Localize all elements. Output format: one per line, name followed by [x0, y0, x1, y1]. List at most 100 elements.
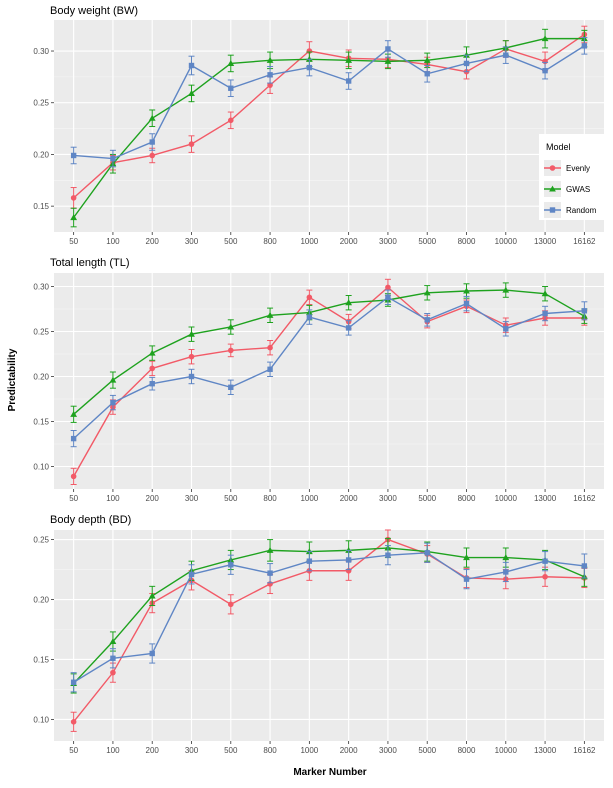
x-axis-label: Marker Number [293, 767, 366, 778]
data-point [306, 314, 313, 320]
legend-label: Random [566, 206, 597, 215]
data-point [70, 410, 78, 417]
series-random [70, 542, 588, 693]
data-point [267, 72, 273, 78]
legend-title: Model [546, 142, 571, 152]
data-point [110, 155, 116, 162]
data-point [463, 300, 470, 307]
data-point [306, 294, 313, 301]
data-point [267, 82, 273, 88]
data-point [385, 46, 391, 52]
y-tick-label: 0.30 [33, 283, 49, 292]
data-point [266, 546, 274, 553]
data-point [110, 399, 116, 406]
data-point [503, 326, 509, 332]
x-tick-label: 100 [106, 237, 120, 246]
legend-label: GWAS [566, 185, 590, 194]
x-tick-label: 50 [69, 494, 78, 503]
panel-title: Total length (TL) [50, 257, 129, 269]
panel-body-depth: Body depth (BD) 0.10 0.15 0.20 0.25 50 100 200… [33, 514, 604, 755]
x-tick-label: 300 [185, 237, 199, 246]
x-tick-label: 5000 [418, 237, 436, 246]
data-point [70, 719, 77, 725]
data-point [227, 347, 234, 354]
data-point [502, 286, 510, 293]
data-point [345, 56, 353, 63]
y-tick-label: 0.15 [33, 202, 49, 211]
series-line [73, 547, 585, 684]
data-point [227, 323, 235, 330]
plot-background [54, 530, 604, 741]
y-tick-label: 0.20 [33, 373, 49, 382]
data-point [581, 308, 588, 314]
x-tick-label: 8000 [458, 746, 476, 755]
data-point [188, 141, 195, 147]
data-point [149, 139, 155, 145]
data-point [267, 570, 273, 576]
data-point [463, 60, 470, 67]
legend-key-marker [549, 207, 556, 213]
data-point [267, 344, 273, 351]
x-tick-label: 8000 [458, 237, 476, 246]
x-tick-label: 3000 [379, 746, 397, 755]
data-point [149, 381, 155, 387]
x-tick-label: 300 [185, 494, 199, 503]
plot-background [54, 20, 604, 232]
data-point [541, 35, 549, 42]
panel-title: Body weight (BW) [50, 5, 138, 17]
panel-title: Body depth (BD) [50, 514, 131, 526]
x-tick-label: 3000 [379, 494, 397, 503]
series-line [73, 37, 585, 218]
data-point [109, 638, 117, 645]
x-tick-label: 13000 [534, 494, 557, 503]
series-line [73, 538, 585, 723]
x-tick-label: 200 [146, 494, 160, 503]
series-random [70, 37, 588, 168]
data-point [228, 85, 234, 91]
data-point [188, 62, 195, 69]
data-point [227, 60, 235, 66]
data-point [227, 601, 234, 608]
data-point [110, 655, 116, 661]
x-tick-label: 5000 [418, 494, 436, 503]
data-point [188, 373, 195, 380]
series-line [73, 289, 585, 415]
data-point [542, 558, 548, 564]
legend-label: Evenly [566, 164, 590, 173]
data-point [149, 152, 156, 159]
data-point [463, 287, 470, 294]
data-point [228, 384, 234, 390]
legend-key-marker [549, 185, 556, 192]
x-tick-label: 50 [69, 746, 78, 755]
data-point [345, 78, 352, 84]
x-tick-label: 16162 [573, 237, 596, 246]
data-point [148, 592, 156, 599]
x-tick-label: 16162 [573, 746, 596, 755]
x-tick-label: 800 [263, 494, 277, 503]
data-point [70, 195, 77, 201]
x-tick-label: 500 [224, 494, 238, 503]
series-random [70, 289, 588, 448]
x-tick-label: 10000 [495, 237, 518, 246]
data-point [423, 56, 431, 63]
y-tick-label: 0.10 [33, 715, 49, 724]
data-point [581, 43, 588, 49]
data-point [148, 349, 156, 356]
x-tick-label: 10000 [495, 494, 518, 503]
data-point [266, 56, 274, 63]
data-point [424, 317, 430, 323]
data-point [266, 311, 274, 318]
data-point [502, 554, 510, 561]
x-tick-label: 3000 [379, 237, 397, 246]
data-point [306, 558, 313, 564]
data-point [306, 64, 313, 71]
data-point [148, 114, 156, 121]
x-tick-label: 50 [69, 237, 78, 246]
data-point [188, 353, 195, 360]
x-tick-label: 2000 [340, 237, 358, 246]
data-point [188, 330, 195, 337]
x-tick-label: 13000 [534, 746, 557, 755]
x-tick-label: 300 [185, 746, 199, 755]
data-point [581, 563, 588, 569]
